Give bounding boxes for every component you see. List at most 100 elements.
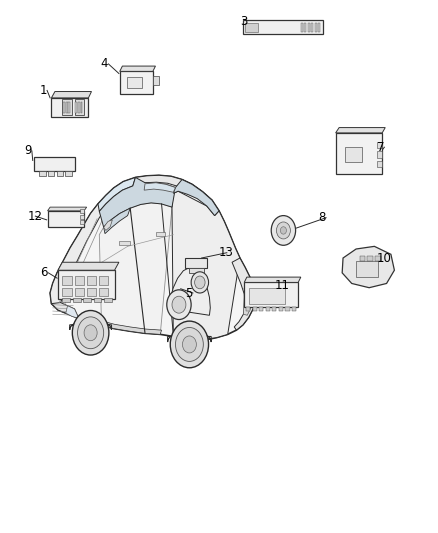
- Bar: [119, 241, 130, 245]
- Polygon shape: [168, 331, 211, 342]
- Circle shape: [276, 222, 290, 239]
- Polygon shape: [172, 191, 240, 340]
- Bar: [127, 77, 142, 88]
- Bar: [78, 102, 80, 113]
- Polygon shape: [47, 207, 87, 211]
- Polygon shape: [244, 282, 298, 308]
- Bar: [308, 22, 310, 32]
- Polygon shape: [120, 66, 155, 71]
- Text: 1: 1: [39, 84, 47, 97]
- Bar: [246, 307, 251, 311]
- Bar: [73, 298, 81, 302]
- Text: 13: 13: [219, 246, 234, 259]
- Polygon shape: [57, 171, 63, 176]
- Polygon shape: [134, 175, 212, 204]
- Circle shape: [271, 216, 296, 245]
- Text: 6: 6: [41, 266, 48, 279]
- Polygon shape: [232, 258, 254, 330]
- Bar: [301, 22, 303, 32]
- Bar: [99, 276, 109, 285]
- Bar: [377, 142, 382, 148]
- Polygon shape: [50, 204, 106, 305]
- Bar: [81, 102, 82, 113]
- Circle shape: [176, 327, 203, 361]
- Bar: [272, 307, 276, 311]
- Polygon shape: [99, 177, 176, 227]
- Bar: [75, 102, 77, 113]
- Circle shape: [194, 276, 205, 289]
- Polygon shape: [58, 262, 119, 270]
- Bar: [279, 307, 283, 311]
- Circle shape: [84, 325, 97, 341]
- Polygon shape: [185, 258, 207, 268]
- Polygon shape: [244, 277, 301, 282]
- Bar: [318, 22, 321, 32]
- Bar: [74, 288, 84, 296]
- Polygon shape: [104, 208, 130, 233]
- Polygon shape: [50, 175, 254, 340]
- Bar: [74, 276, 84, 285]
- Text: 10: 10: [377, 252, 392, 265]
- Circle shape: [172, 296, 186, 313]
- Bar: [80, 209, 84, 214]
- Bar: [356, 261, 378, 277]
- Text: 5: 5: [185, 287, 192, 300]
- Bar: [74, 100, 84, 115]
- Polygon shape: [173, 180, 219, 216]
- Polygon shape: [244, 294, 252, 316]
- Polygon shape: [153, 76, 159, 85]
- Bar: [87, 288, 96, 296]
- Bar: [156, 231, 166, 236]
- Circle shape: [170, 321, 208, 368]
- Bar: [62, 276, 72, 285]
- Circle shape: [280, 227, 286, 234]
- Bar: [367, 256, 373, 261]
- Bar: [94, 298, 102, 302]
- Polygon shape: [51, 303, 79, 318]
- Bar: [265, 307, 270, 311]
- Bar: [377, 151, 382, 158]
- Polygon shape: [79, 314, 162, 334]
- Bar: [311, 22, 314, 32]
- Circle shape: [72, 311, 109, 355]
- Polygon shape: [244, 20, 323, 34]
- Bar: [377, 161, 382, 167]
- Bar: [285, 307, 290, 311]
- Bar: [62, 288, 72, 296]
- Text: 8: 8: [318, 211, 325, 224]
- Text: 11: 11: [275, 279, 290, 292]
- Bar: [80, 220, 84, 224]
- Bar: [104, 298, 112, 302]
- Polygon shape: [98, 177, 135, 212]
- Circle shape: [78, 317, 104, 349]
- Bar: [62, 100, 72, 115]
- Polygon shape: [34, 157, 75, 171]
- Polygon shape: [48, 171, 54, 176]
- Polygon shape: [58, 270, 115, 300]
- Text: 4: 4: [101, 58, 108, 70]
- Polygon shape: [144, 183, 176, 192]
- Bar: [99, 288, 109, 296]
- Bar: [66, 102, 67, 113]
- Bar: [315, 22, 317, 32]
- Text: 3: 3: [240, 15, 247, 28]
- Text: 7: 7: [377, 141, 384, 154]
- Bar: [80, 215, 84, 219]
- Bar: [304, 22, 307, 32]
- Bar: [62, 298, 70, 302]
- Bar: [253, 307, 257, 311]
- Bar: [245, 22, 258, 32]
- Polygon shape: [47, 211, 84, 227]
- Polygon shape: [39, 171, 46, 176]
- Polygon shape: [120, 71, 153, 94]
- Bar: [250, 288, 285, 304]
- Polygon shape: [342, 246, 394, 288]
- Text: 12: 12: [28, 209, 42, 223]
- Bar: [259, 307, 263, 311]
- Polygon shape: [104, 220, 113, 230]
- Bar: [360, 256, 365, 261]
- Polygon shape: [188, 268, 204, 273]
- Polygon shape: [336, 127, 385, 133]
- Polygon shape: [65, 171, 72, 176]
- Bar: [68, 102, 70, 113]
